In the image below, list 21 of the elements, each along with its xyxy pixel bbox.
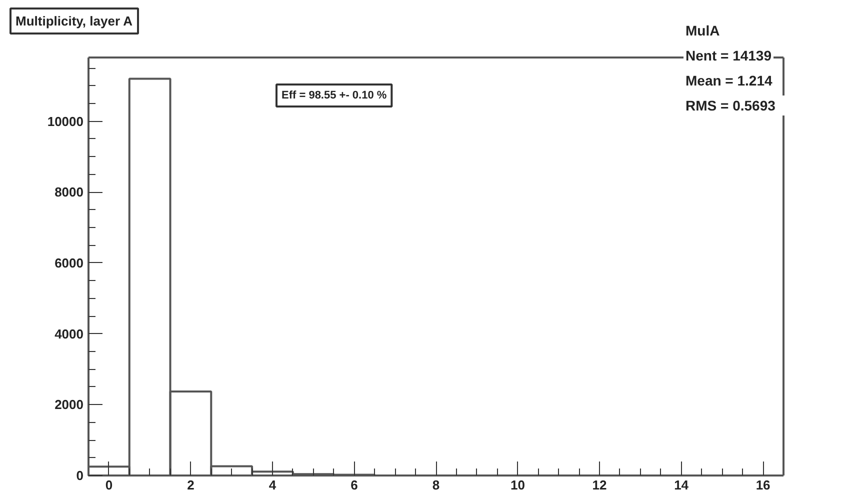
y-tick-label: 0 [76,468,84,483]
x-tick-label: 0 [105,478,113,492]
x-tick-label: 12 [592,478,607,492]
x-tick-label: 8 [432,478,440,492]
y-tick-label: 8000 [54,184,84,200]
x-tick-label: 14 [674,478,690,492]
x-tick-label: 10 [510,478,526,492]
annotation: RMS = 0.5693 [686,98,776,114]
text: MulA [686,22,720,38]
annotation: Mean = 1.214 [686,72,772,88]
annotation: Nent = 14139 [686,48,772,64]
chart-title: Multiplicity, layer A [16,14,134,28]
x-tick-label: 2 [187,478,194,492]
annotation: Eff = 98.55 +- 0.10 % [282,90,387,102]
x-tick-label: 6 [350,478,358,492]
y-tick-label: 10000 [47,114,84,129]
x-tick-label: 16 [756,478,770,492]
y-tick-label: 2000 [54,397,84,412]
y-tick-label: 4000 [54,326,84,342]
x-tick-label: 4 [268,478,277,492]
y-tick-label: 6000 [54,255,84,270]
